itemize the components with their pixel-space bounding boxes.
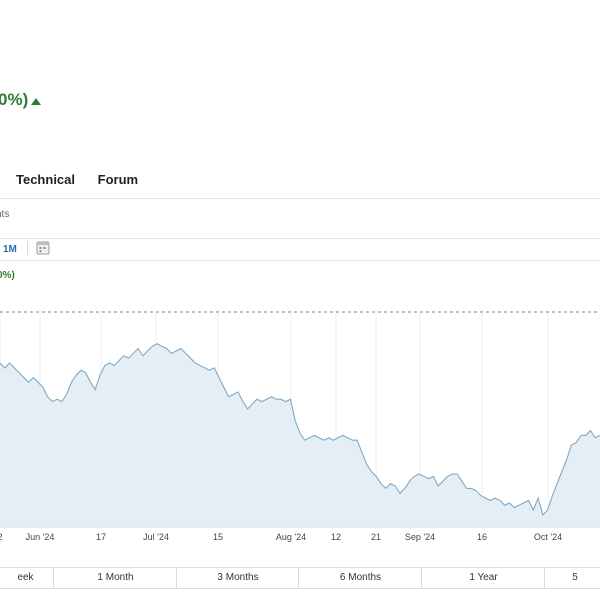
x-tick-label: Jun '24	[26, 532, 55, 542]
period-1-year[interactable]: 1 Year	[421, 568, 545, 588]
x-tick-label: 2	[0, 532, 3, 542]
period-6-months[interactable]: 6 Months	[298, 568, 422, 588]
toolbar-divider-bottom	[0, 260, 600, 261]
period-week[interactable]: eek	[17, 572, 34, 583]
tabs-divider	[0, 198, 600, 199]
tab-technical[interactable]: Technical	[16, 172, 76, 187]
x-tick-label: 12	[331, 532, 341, 542]
sub-heading: nts	[0, 209, 10, 220]
x-tick-label: Sep '24	[405, 532, 435, 542]
up-arrow-icon	[31, 98, 41, 105]
chart-change-value: 0%)	[0, 270, 15, 281]
calendar-icon[interactable]	[36, 241, 50, 255]
toolbar-separator	[27, 241, 28, 255]
price-line	[0, 343, 600, 516]
x-tick-label: 21	[371, 532, 381, 542]
period-selector: eek 1 Month 3 Months 6 Months 1 Year 5	[0, 567, 600, 589]
x-tick-label: 15	[213, 532, 223, 542]
period-5-years[interactable]: 5	[544, 568, 600, 588]
price-change-value: 0%)	[0, 90, 29, 109]
section-tabs: Technical Forum	[16, 172, 157, 187]
x-tick-label: Oct '24	[534, 532, 562, 542]
toolbar-divider-top	[0, 238, 600, 239]
x-tick-label: Aug '24	[276, 532, 306, 542]
price-area	[0, 343, 600, 527]
range-1m-button[interactable]: 1M	[3, 244, 17, 255]
tab-forum[interactable]: Forum	[97, 172, 139, 187]
period-1-month[interactable]: 1 Month	[53, 568, 177, 588]
x-tick-label: 16	[477, 532, 487, 542]
price-chart: 2 Jun '24 17 Jul '24 15 Aug '24 12 21 Sep '24 16 O…	[0, 310, 600, 542]
period-3-months[interactable]: 3 Months	[176, 568, 299, 588]
x-tick-label: Jul '24	[143, 532, 169, 542]
x-tick-label: 17	[96, 532, 106, 542]
